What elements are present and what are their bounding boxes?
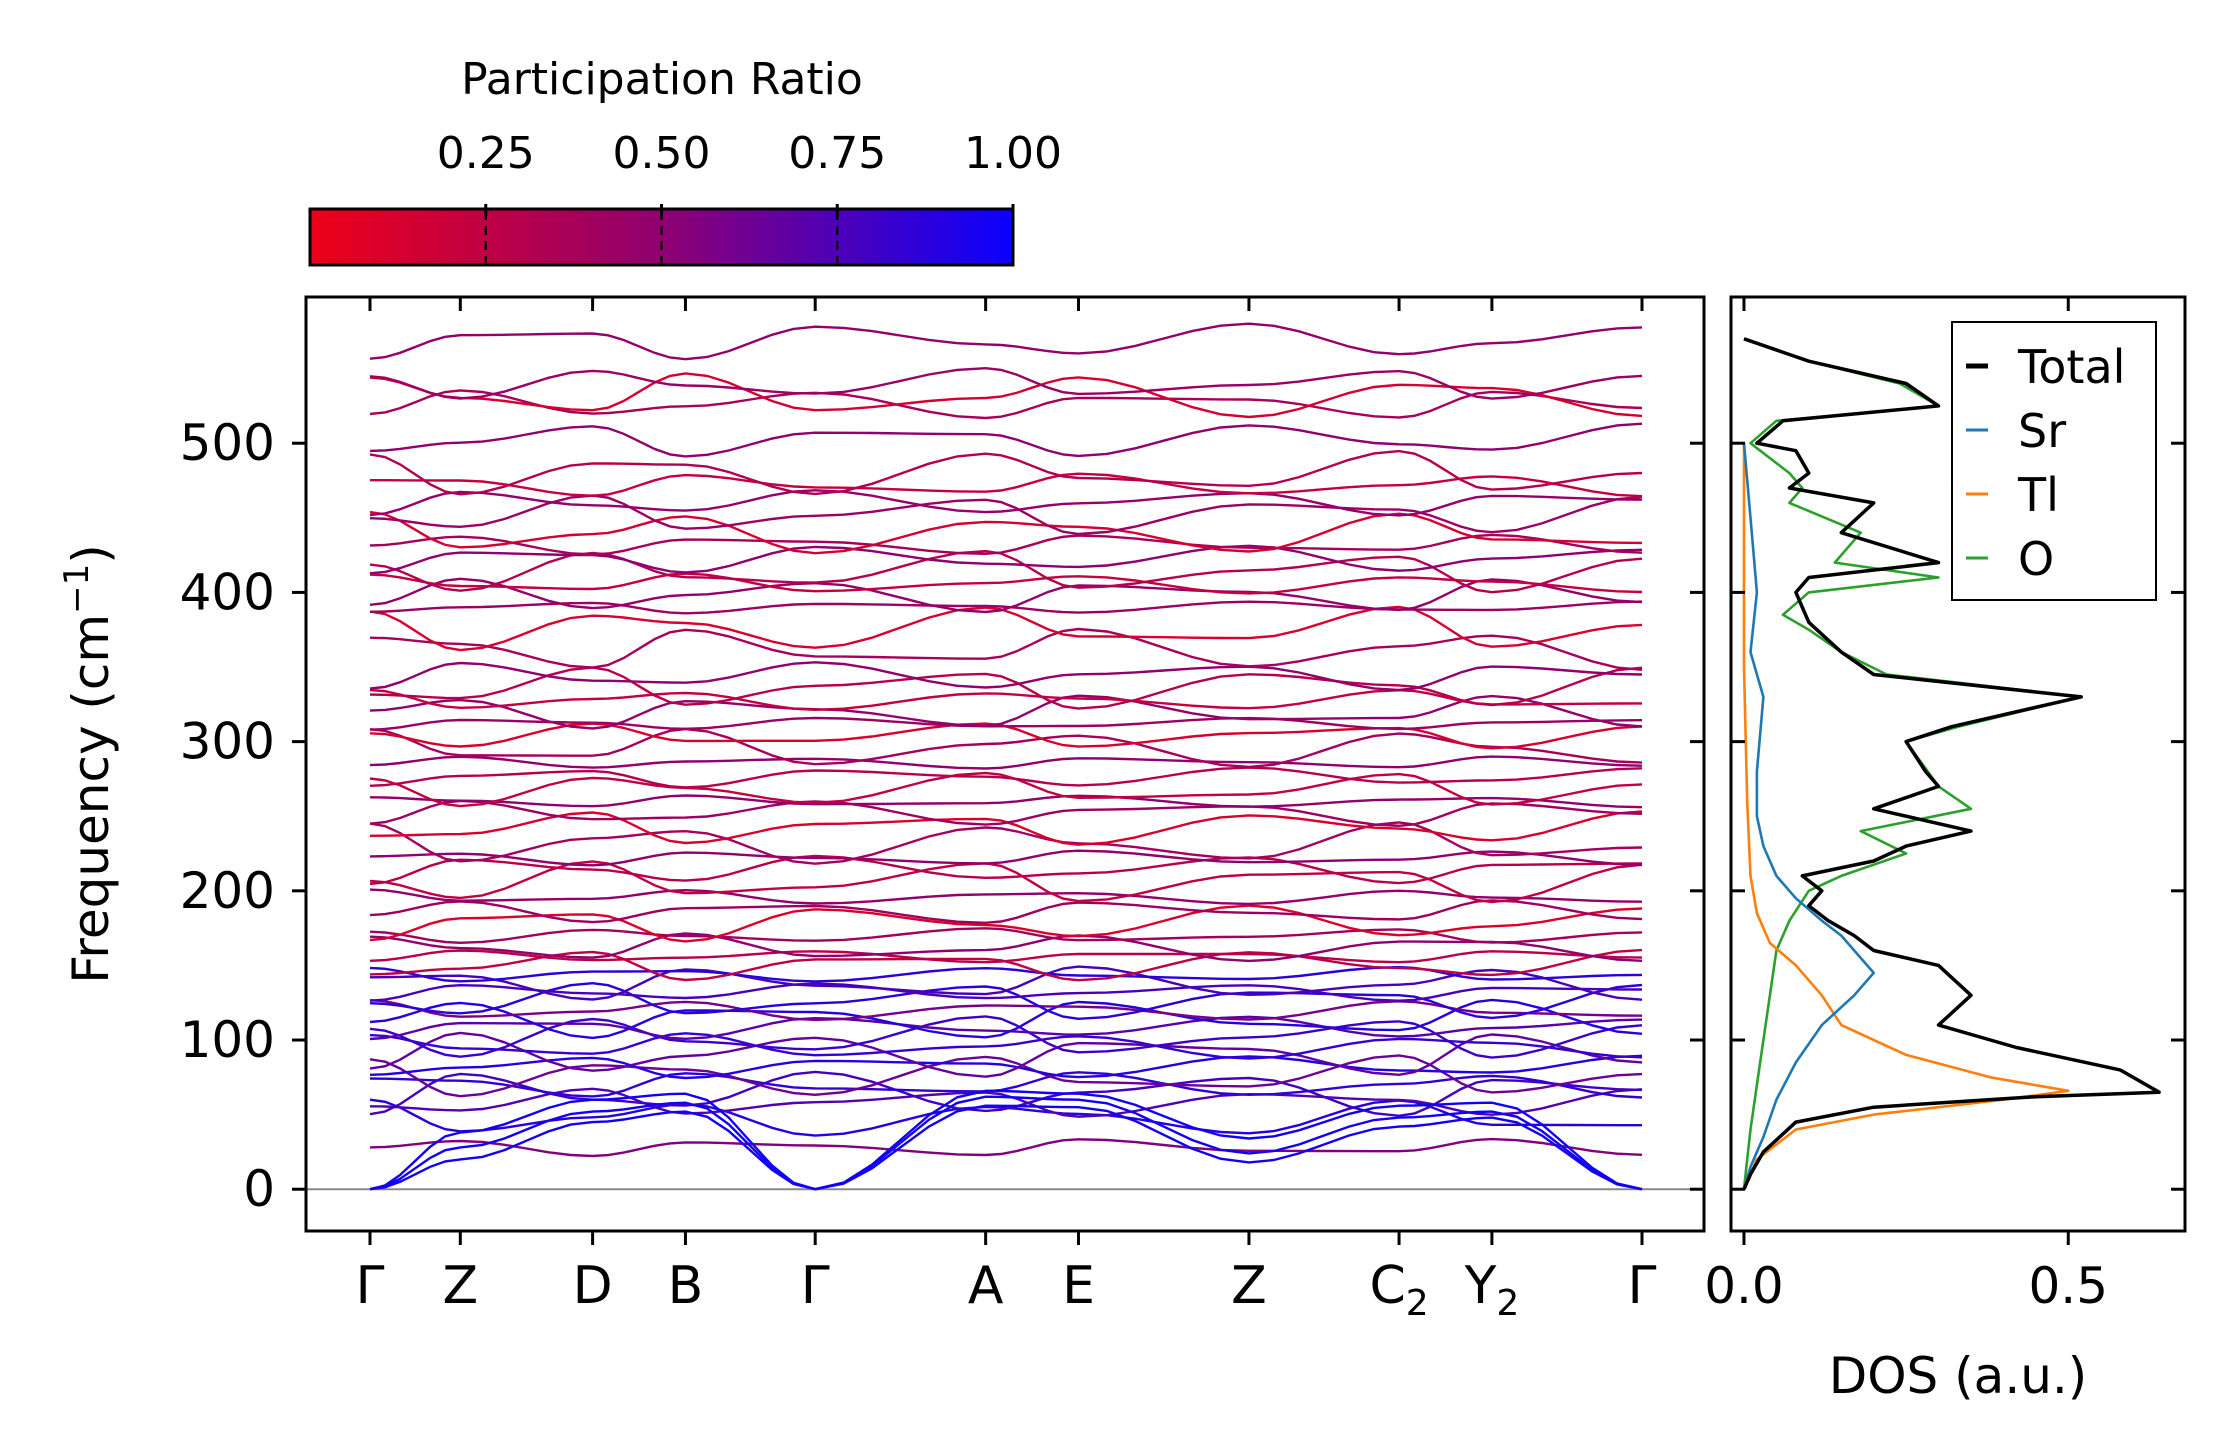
y-tick-label: 400 [180,563,275,621]
optical-band-line [369,1031,1643,1078]
acoustic-band-line [369,1104,1643,1191]
y-tick-label: 500 [180,414,275,472]
optical-band-line [369,965,1643,983]
k-point-label: Γ [1628,1256,1657,1316]
optical-band-line [369,577,1643,614]
optical-band-line [369,489,1643,517]
optical-band-line [369,694,1643,730]
y-tick-label: 200 [180,862,275,920]
colorbar: Participation Ratio 0.25 0.50 0.75 1.00 [308,54,1062,267]
optical-band-line [369,932,1643,963]
y-tick-label: 0 [243,1160,275,1218]
dos-line-total [1742,337,2161,1190]
acoustic-band-line [369,1095,1643,1191]
optical-band-line [370,472,1643,498]
optical-band-line [369,794,1643,809]
y-axis-label: Frequency (cm−1) [57,544,120,984]
k-point-label: E [1062,1256,1095,1316]
y-axis-label-main: Frequency (cm [62,614,120,984]
optical-band-line [369,544,1643,575]
y-tick-label: 100 [180,1011,275,1069]
band-lines [306,322,1704,1191]
optical-band-line [369,666,1643,710]
dos-lines [1742,337,2161,1190]
optical-band-line [369,982,1643,1002]
optical-band-line [369,799,1643,828]
optical-band-line [369,722,1643,750]
optical-band-line [369,549,1643,594]
dos-plot-frame [1729,295,2187,1233]
optical-band-line [369,849,1643,867]
optical-band-line [369,1015,1643,1041]
optical-band-line [369,1137,1643,1158]
optical-band-line [369,494,1643,536]
colorbar-title: Participation Ratio [461,54,863,105]
optical-band-line [369,366,1643,400]
dos-line-tl [1742,443,2070,1190]
dos-panel: 0.0 0.5 DOS (a.u.) Total Sr Tl O [1704,295,2187,1405]
optical-band-line [369,949,1643,964]
y-axis-label-superscript: −1 [57,564,97,614]
k-point-label: B [668,1256,704,1316]
optical-band-line [369,422,1643,458]
optical-band-line [369,600,1643,615]
optical-band-line [369,821,1643,865]
optical-band-line [369,510,1643,555]
legend-entry-total: Total [2017,340,2125,394]
optical-band-line [369,766,1643,789]
optical-band-line [369,727,1643,769]
k-point-label: Γ [801,1256,830,1316]
y-axis-label-end: ) [62,544,120,564]
colorbar-tick-label: 0.75 [788,128,886,179]
k-point-label: Y2 [1464,1256,1520,1324]
optical-band-line [369,755,1643,770]
legend-entry-o: O [2018,532,2054,586]
k-point-label: D [573,1256,613,1316]
legend-entry-sr: Sr [2018,404,2066,458]
k-point-label: C2 [1369,1256,1428,1324]
colorbar-tick-label: 1.00 [964,128,1062,179]
optical-band-line [369,661,1643,692]
optical-band-line [369,888,1643,906]
y-tick-label: 300 [180,713,275,771]
legend-entry-tl: Tl [2017,468,2059,522]
band-plot-frame [304,295,1706,1233]
optical-band-line [369,688,1643,712]
optical-band-line [369,965,1643,1001]
dos-line-sr [1742,443,1875,1190]
k-point-label: Z [1231,1256,1267,1316]
optical-band-line [369,998,1643,1040]
colorbar-ticks: 0.25 0.50 0.75 1.00 [437,128,1062,263]
optical-band-line [369,572,1643,595]
k-point-label: Γ [356,1256,385,1316]
colorbar-tick-label: 0.50 [613,128,711,179]
optical-band-line [369,322,1643,361]
optical-band-line [369,1032,1643,1060]
optical-band-line [369,449,1643,496]
dos-x-tick-label: 0.5 [2028,1257,2108,1315]
dos-x-axis-label: DOS (a.u.) [1829,1347,2088,1405]
optical-band-line [369,372,1643,419]
dos-legend: Total Sr Tl O [1951,321,2157,601]
optical-band-line [369,999,1643,1022]
dos-x-tick-label: 0.0 [1704,1257,1784,1315]
colorbar-tick-label: 0.25 [437,128,535,179]
optical-band-line [369,904,1643,943]
optical-band-line [369,533,1643,556]
optical-band-line [369,605,1643,652]
k-point-label: A [968,1256,1004,1316]
optical-band-line [369,810,1643,846]
optical-band-line [369,627,1643,671]
dos-axes: 0.0 0.5 [1704,297,2185,1315]
optical-band-line [369,854,1643,886]
optical-band-line [369,899,1643,925]
acoustic-band-line [369,1089,1643,1191]
k-point-label: Z [442,1256,478,1316]
